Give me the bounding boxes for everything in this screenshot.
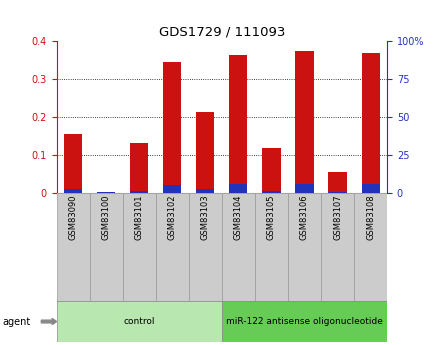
Text: GSM83106: GSM83106 (299, 195, 308, 240)
Bar (320, 193, 353, 302)
Text: GSM83102: GSM83102 (168, 195, 176, 240)
Text: GSM83090: GSM83090 (69, 195, 77, 240)
Bar (163, 62, 181, 193)
Bar (221, 193, 254, 302)
Text: control: control (123, 317, 155, 326)
Bar (295, 51, 313, 193)
Bar (287, 193, 320, 302)
Text: GSM83108: GSM83108 (365, 195, 374, 240)
Text: GSM83101: GSM83101 (135, 195, 143, 240)
Bar (328, 172, 346, 193)
Text: GSM83100: GSM83100 (102, 195, 110, 240)
Bar (130, 143, 148, 193)
Text: GSM83104: GSM83104 (233, 195, 242, 240)
Bar (97, 192, 115, 193)
Bar (56, 193, 89, 302)
Bar (196, 189, 214, 193)
Bar (155, 193, 188, 302)
Bar (89, 193, 122, 302)
Bar (229, 185, 247, 193)
Bar (262, 148, 280, 193)
Text: GSM83105: GSM83105 (266, 195, 275, 240)
Bar (262, 191, 280, 193)
Bar (188, 193, 221, 302)
Bar (163, 185, 181, 193)
Bar (56, 302, 221, 342)
Text: agent: agent (2, 316, 30, 326)
Bar (328, 192, 346, 193)
Bar (229, 55, 247, 193)
Bar (254, 193, 287, 302)
Bar (361, 185, 379, 193)
Bar (361, 53, 379, 193)
Title: GDS1729 / 111093: GDS1729 / 111093 (158, 26, 284, 39)
Text: GSM83103: GSM83103 (201, 195, 209, 240)
Text: GSM83107: GSM83107 (332, 195, 341, 240)
Bar (130, 190, 148, 193)
Bar (353, 193, 386, 302)
Bar (295, 184, 313, 193)
Bar (64, 189, 82, 193)
Bar (221, 302, 386, 342)
Bar (122, 193, 155, 302)
Text: miR-122 antisense oligonucleotide: miR-122 antisense oligonucleotide (226, 317, 382, 326)
Bar (64, 134, 82, 193)
Bar (196, 112, 214, 193)
